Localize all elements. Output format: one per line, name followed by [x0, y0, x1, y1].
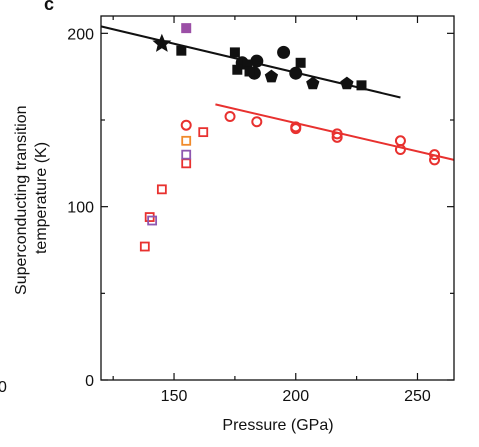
data-point-circle-open: [290, 123, 302, 135]
data-point-square-filled: [181, 23, 192, 34]
data-point-circle-open: [180, 119, 192, 131]
data-point-square-open: [156, 184, 167, 195]
data-point-square-filled: [356, 80, 367, 91]
data-point-pentagon: [306, 76, 320, 90]
x-axis-title: Pressure (GPa): [222, 417, 333, 434]
data-point-circle-open: [394, 135, 406, 147]
data-point-square-open: [181, 158, 192, 169]
data-point-circle-open: [429, 154, 441, 166]
data-point-square-open: [181, 149, 192, 160]
data-point-square-filled: [232, 64, 243, 75]
data-point-circle-open: [251, 116, 263, 128]
y-tick-label: 200: [67, 26, 94, 43]
y-axis-title: Superconducting transition temperature (…: [13, 101, 50, 295]
axis-ticks: 150 200 250 100 200 0: [67, 16, 454, 405]
data-point-circle-filled: [250, 54, 264, 68]
data-point-circle-open: [331, 128, 343, 140]
data-point-square-filled: [242, 59, 253, 70]
data-point-circle-open: [331, 131, 343, 143]
x-tick-label: 250: [404, 388, 431, 405]
fit-line-2: [215, 103, 455, 161]
x-tick-label: 150: [161, 388, 188, 405]
panel-label: c: [44, 0, 54, 14]
y-axis-title-line-1: Superconducting transition: [13, 106, 30, 295]
y-tick-label: 0: [85, 373, 94, 390]
y-tick-label: 100: [67, 200, 94, 217]
data-point-circle-filled: [289, 66, 303, 80]
data-point-pentagon: [264, 69, 279, 83]
fit-lines: [100, 25, 455, 161]
data-point-square-open: [139, 241, 150, 252]
data-point-square-filled: [244, 66, 255, 77]
data-point-circle-open: [429, 149, 441, 161]
data-point-square-filled: [229, 47, 240, 58]
data-point-circle-open: [224, 111, 236, 123]
data-point-square-filled: [176, 45, 187, 56]
y-edge-label: 0: [0, 379, 7, 396]
data-point-square-open: [147, 215, 158, 226]
data-point-circle-open: [394, 143, 406, 155]
plot-frame: [100, 15, 455, 381]
data-point-star: [152, 33, 172, 52]
data-point-pentagon: [340, 76, 354, 90]
x-tick-label: 200: [282, 388, 309, 405]
data-point-square-open: [198, 127, 209, 138]
data-point-square-open: [181, 135, 192, 146]
data-markers: [139, 23, 441, 252]
data-point-square-filled: [295, 57, 306, 68]
data-point-circle-filled: [277, 45, 291, 59]
y-axis-title-line-2: temperature (K): [33, 142, 50, 254]
